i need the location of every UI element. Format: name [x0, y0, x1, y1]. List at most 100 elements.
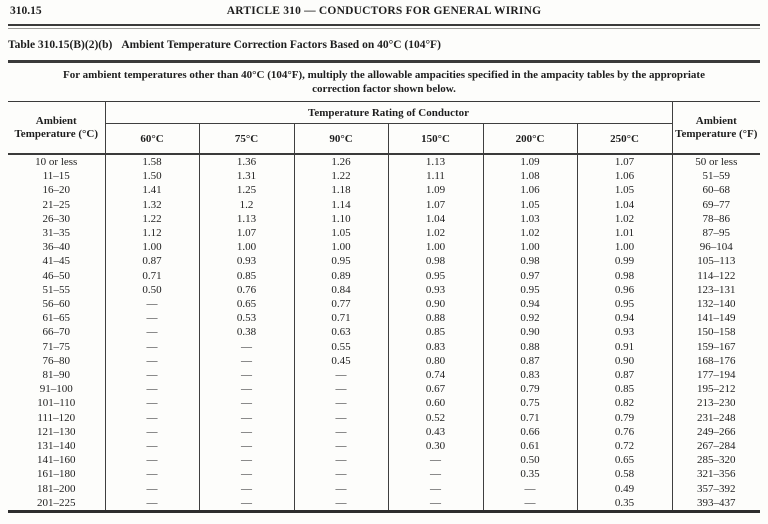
table-row: 101–110— — —0.60 0.75 0.82 213–230 [8, 396, 761, 411]
factor-150-cell: 1.11 [387, 169, 483, 184]
rating-250-header: 250°C [576, 123, 673, 154]
factor-250-cell: 0.93 [576, 325, 673, 340]
table-row: 81–90— — —0.74 0.83 0.87 177–194 [8, 368, 761, 383]
factor-250-cell: 0.90 [576, 353, 673, 369]
factor-150-cell: 0.98 [387, 254, 483, 269]
ambient-f-cell: 150–158 [671, 325, 761, 340]
ambient-f-cell: 159–167 [671, 339, 761, 354]
factor-150-cell: 0.67 [387, 382, 483, 397]
factor-200-cell: 1.09 [482, 154, 577, 170]
ambient-f-cell: 177–194 [671, 368, 761, 383]
factor-200-cell: 0.88 [482, 339, 577, 354]
factor-150-cell: 1.02 [387, 226, 483, 241]
factor-250-cell: 0.76 [576, 424, 673, 440]
ambient-f-cell: 51–59 [671, 169, 761, 184]
ambient-f-cell: 141–149 [671, 311, 761, 326]
factor-250-cell: 0.91 [576, 339, 673, 354]
factor-90-cell: 1.26 [293, 154, 388, 170]
ambient-c-cell: 56–60 [42, 298, 71, 311]
factor-90-cell: 0.45 [293, 353, 388, 369]
ambient-c-cell: 111–120 [37, 411, 76, 424]
ambient-f-header: Ambient Temperature (°F) [671, 101, 761, 154]
table-row: 66–70 —0.38 0.63 0.85 0.90 0.93 150–158 [8, 325, 761, 340]
ambient-c-cell: 16–20 [42, 184, 71, 197]
factor-150-cell: 0.95 [387, 268, 483, 283]
factor-75-cell: — [198, 453, 294, 468]
table-row: 26–30 1.22 1.13 1.10 1.04 1.03 1.02 78–86 [8, 211, 761, 227]
factor-90-cell: — [293, 453, 388, 468]
factor-75-cell: — [198, 439, 294, 454]
table-row: 111–120— — —0.52 0.71 0.79 231–248 [8, 410, 761, 425]
ambient-f-cell: 123–131 [671, 282, 761, 298]
ambient-c-cell: 181–200 [37, 482, 76, 495]
correction-table-body: 10 or less 1.58 1.36 1.26 1.13 1.09 1.07 50 or … [8, 154, 761, 512]
factor-250-cell: 0.94 [576, 311, 673, 326]
factor-60-cell: — [104, 424, 199, 440]
factor-90-cell: — [293, 467, 388, 482]
ambient-f-cell: 78–86 [671, 211, 761, 227]
factor-200-cell: 0.75 [482, 396, 577, 411]
ambient-f-cell: 69–77 [671, 197, 761, 212]
table-row: 10 or less 1.58 1.36 1.26 1.13 1.09 1.07 50 or … [8, 154, 761, 170]
factor-150-cell: — [387, 467, 483, 482]
table-row: 31–35 1.12 1.07 1.05 1.02 1.02 1.01 87–95 [8, 226, 761, 241]
factor-60-cell: — [104, 368, 199, 383]
table-title: Table 310.15(B)(2)(b) Ambient Temperature… [8, 39, 760, 51]
factor-200-cell: 1.02 [482, 226, 577, 241]
factor-75-cell: — [198, 467, 294, 482]
factor-90-cell: 1.22 [293, 169, 388, 184]
table-row: 131–140— — —0.30 0.61 0.72 267–284 [8, 439, 761, 454]
rating-200-header: 200°C [482, 123, 577, 154]
factor-60-cell: 1.50 [104, 169, 199, 184]
factor-60-cell: — [104, 353, 199, 369]
table-row: 36–40 1.00 1.00 1.00 1.00 1.00 1.00 96–104 [8, 240, 761, 255]
table-row: 181–200— — — — —0.49 357–392 [8, 481, 761, 496]
factor-250-cell: 0.65 [576, 453, 673, 468]
factor-150-cell: 1.04 [387, 211, 483, 227]
ambient-f-cell: 357–392 [671, 481, 761, 496]
factor-90-cell: — [293, 439, 388, 454]
ambient-c-cell: 21–25 [42, 198, 71, 211]
factor-60-cell: — [104, 311, 199, 326]
factor-250-cell: 0.85 [576, 382, 673, 397]
correction-factor-table: Ambient Temperature (°C) Temperature Rat… [8, 101, 761, 514]
factor-90-cell: 1.10 [293, 211, 388, 227]
factor-150-cell: 0.60 [387, 396, 483, 411]
factor-200-cell: 0.61 [482, 439, 577, 454]
factor-60-cell: — [104, 297, 199, 312]
factor-75-cell: 1.07 [198, 226, 294, 241]
factor-90-cell: 0.95 [293, 254, 388, 269]
factor-150-cell: 0.30 [387, 439, 483, 454]
factor-200-cell: 0.66 [482, 424, 577, 440]
factor-60-cell: 0.87 [104, 254, 199, 269]
ambient-c-cell: 131–140 [37, 440, 76, 453]
factor-90-cell: 0.55 [293, 339, 388, 354]
ambient-f-cell: 50 or less [671, 154, 761, 170]
factor-250-cell: 0.95 [576, 297, 673, 312]
factor-150-cell: — [387, 481, 483, 496]
ambient-c-cell: 11–15 [42, 170, 70, 183]
note-line-1: For ambient temperatures other than 40°C… [63, 69, 705, 81]
factor-90-cell: 0.63 [293, 325, 388, 340]
article-title: ARTICLE 310 — CONDUCTORS FOR GENERAL WIR… [226, 5, 542, 17]
factor-90-cell: — [293, 396, 388, 411]
ambient-f-cell: 114–122 [671, 268, 761, 283]
factor-75-cell: 1.2 [198, 197, 294, 212]
factor-150-cell: 0.85 [387, 325, 483, 340]
factor-75-cell: 1.36 [198, 154, 294, 170]
factor-200-cell: 1.08 [482, 169, 577, 184]
factor-150-cell: 0.43 [387, 424, 483, 440]
factor-150-cell: 1.13 [387, 154, 483, 170]
factor-75-cell: — [198, 410, 294, 425]
table-row: 51–55 0.50 0.76 0.84 0.93 0.95 0.96 123–131 [8, 282, 761, 298]
factor-200-cell: — [482, 495, 577, 512]
ambient-f-cell: 321–356 [671, 467, 761, 482]
table-row: 41–45 0.87 0.93 0.95 0.98 0.98 0.99 105–113 [8, 254, 761, 269]
ambient-c-cell: 76–80 [42, 354, 71, 367]
table-row: 61–65 —0.53 0.71 0.88 0.92 0.94 141–149 [8, 311, 761, 326]
factor-75-cell: 1.25 [198, 183, 294, 198]
table-row: 46–50 0.71 0.85 0.89 0.95 0.97 0.98 114–122 [8, 268, 761, 283]
ambient-c-cell: 10 or less [35, 156, 78, 168]
table-row: 21–25 1.32 1.2 1.14 1.07 1.05 1.04 69–77 [8, 197, 761, 212]
factor-200-cell: 1.03 [482, 211, 577, 227]
